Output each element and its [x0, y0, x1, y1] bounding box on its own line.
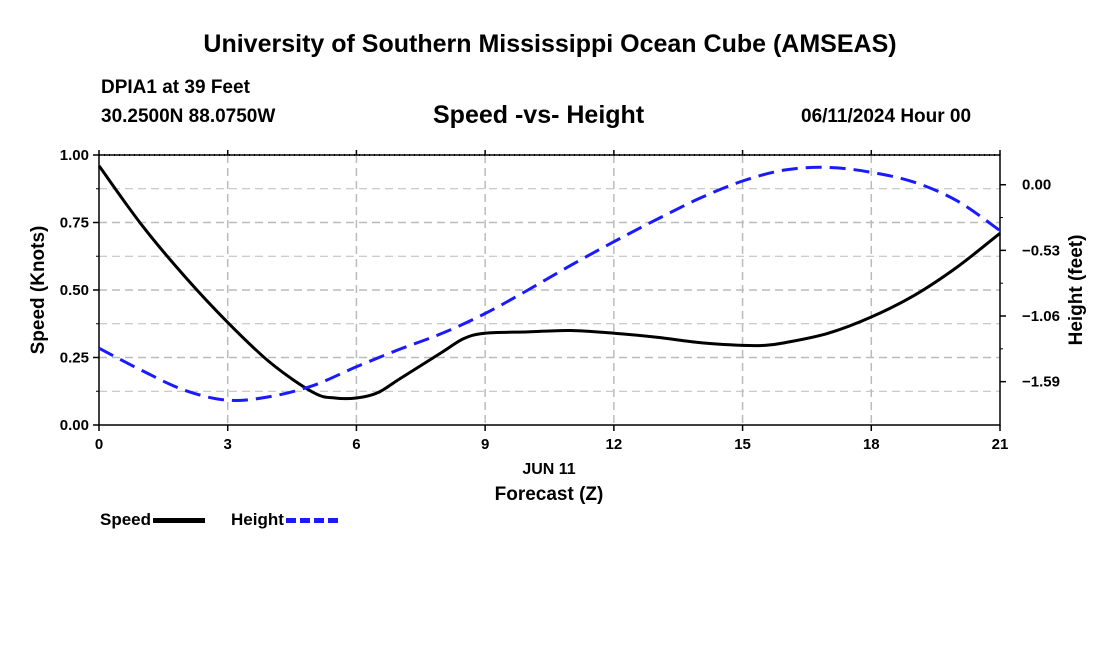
- chart-title: Speed -vs- Height: [433, 101, 645, 129]
- date-label: JUN 11: [522, 461, 575, 478]
- coordinates-label: 30.2500N 88.0750W: [101, 106, 276, 127]
- legend-height-label: Height: [231, 510, 284, 529]
- axis-ticks: 0 3 6 9 12 15 18 21 0.00 0.25 0.50 0.75 1.00 0.00 −0.5…: [60, 147, 1060, 453]
- run-time-label: 06/11/2024 Hour 00: [801, 106, 972, 127]
- x-tick-label: 0: [95, 436, 103, 453]
- y2-axis-label: Height (feet): [1066, 235, 1087, 346]
- x-tick-label: 6: [352, 436, 360, 453]
- legend-speed: Speed: [100, 510, 206, 530]
- height-series-line: [98, 165, 1001, 402]
- speed-series-line: [97, 164, 1001, 401]
- x-tick-label: 15: [734, 436, 751, 453]
- x-tick-label: 12: [606, 436, 623, 453]
- y-tick-label: 0.25: [60, 350, 89, 367]
- station-label: DPIA1 at 39 Feet: [101, 77, 250, 98]
- x-tick-label: 3: [224, 436, 232, 453]
- grid-lines: [99, 155, 1000, 425]
- y2-tick-label: −1.06: [1022, 308, 1060, 325]
- x-tick-label: 9: [481, 436, 489, 453]
- x-tick-label: 18: [863, 436, 880, 453]
- legend-height-swatch: [285, 517, 338, 523]
- legend-height: Height: [231, 510, 338, 530]
- y2-tick-label: −0.53: [1022, 242, 1060, 259]
- x-axis-label: Forecast (Z): [495, 484, 604, 505]
- x-tick-label: 21: [992, 436, 1009, 453]
- y-tick-label: 1.00: [60, 147, 89, 164]
- data-series: [97, 164, 1001, 402]
- y-tick-label: 0.75: [60, 215, 89, 232]
- y-axis-label: Speed (Knots): [28, 226, 49, 355]
- legend-speed-swatch: [153, 517, 206, 523]
- y2-tick-label: 0.00: [1022, 177, 1051, 194]
- y2-tick-label: −1.59: [1022, 374, 1060, 391]
- y-tick-label: 0.50: [60, 282, 89, 299]
- legend-speed-label: Speed: [100, 510, 152, 529]
- page-title: University of Southern Mississippi Ocean…: [203, 30, 897, 58]
- y-tick-label: 0.00: [60, 417, 89, 434]
